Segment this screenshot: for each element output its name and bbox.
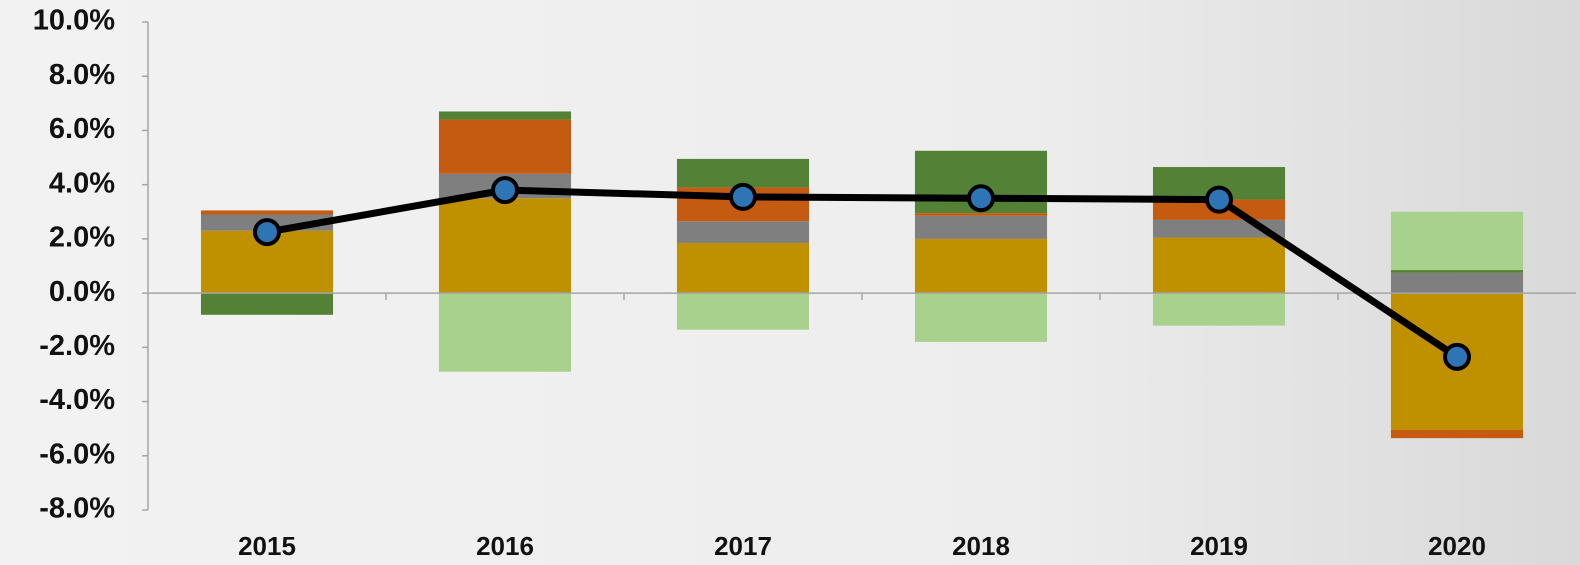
line-marker bbox=[731, 185, 755, 209]
chart: -8.0% -6.0% -4.0% -2.0% 0.0% 2.0% 4.0% 6.0% 8.0%… bbox=[0, 0, 1580, 565]
line-marker bbox=[969, 186, 993, 210]
y-tick-label: 4.0% bbox=[49, 167, 115, 199]
bar-segment bbox=[677, 243, 809, 293]
bar-segment bbox=[1153, 293, 1285, 326]
line-marker bbox=[493, 178, 517, 202]
bar-segment bbox=[201, 210, 333, 214]
bar-segment bbox=[439, 120, 571, 174]
y-tick-label: 2.0% bbox=[49, 222, 115, 254]
bar-segment bbox=[915, 213, 1047, 216]
x-tick-label: 2015 bbox=[238, 531, 296, 561]
bar-segment bbox=[1391, 430, 1523, 438]
y-tick-label: -2.0% bbox=[39, 330, 115, 362]
bar-segment bbox=[439, 111, 571, 119]
bar-segment bbox=[1391, 212, 1523, 270]
x-tick-label: 2020 bbox=[1428, 531, 1486, 561]
x-tick-label: 2019 bbox=[1190, 531, 1248, 561]
bar-segment bbox=[915, 293, 1047, 342]
line-marker bbox=[1445, 345, 1469, 369]
x-tick-label: 2016 bbox=[476, 531, 534, 561]
y-tick-label: -8.0% bbox=[39, 493, 115, 525]
line-marker bbox=[255, 220, 279, 244]
y-tick-label: -6.0% bbox=[39, 438, 115, 470]
bar-segment bbox=[1153, 238, 1285, 294]
bar-segment bbox=[1391, 270, 1523, 273]
bar-segment bbox=[439, 198, 571, 293]
bar-segment bbox=[201, 293, 333, 315]
line-marker bbox=[1207, 188, 1231, 212]
x-tick-label: 2018 bbox=[952, 531, 1010, 561]
bar-segment bbox=[677, 293, 809, 330]
y-tick-label: 0.0% bbox=[49, 276, 115, 308]
bar-segment bbox=[677, 221, 809, 243]
y-tick-label: 10.0% bbox=[33, 5, 115, 37]
bar-segment bbox=[915, 239, 1047, 293]
x-tick-label: 2017 bbox=[714, 531, 772, 561]
y-tick-label: 8.0% bbox=[49, 59, 115, 91]
bar-segment bbox=[915, 216, 1047, 239]
y-tick-label: 6.0% bbox=[49, 113, 115, 145]
y-tick-label: -4.0% bbox=[39, 384, 115, 416]
bar-segment bbox=[1391, 273, 1523, 293]
bar-segment bbox=[439, 293, 571, 372]
